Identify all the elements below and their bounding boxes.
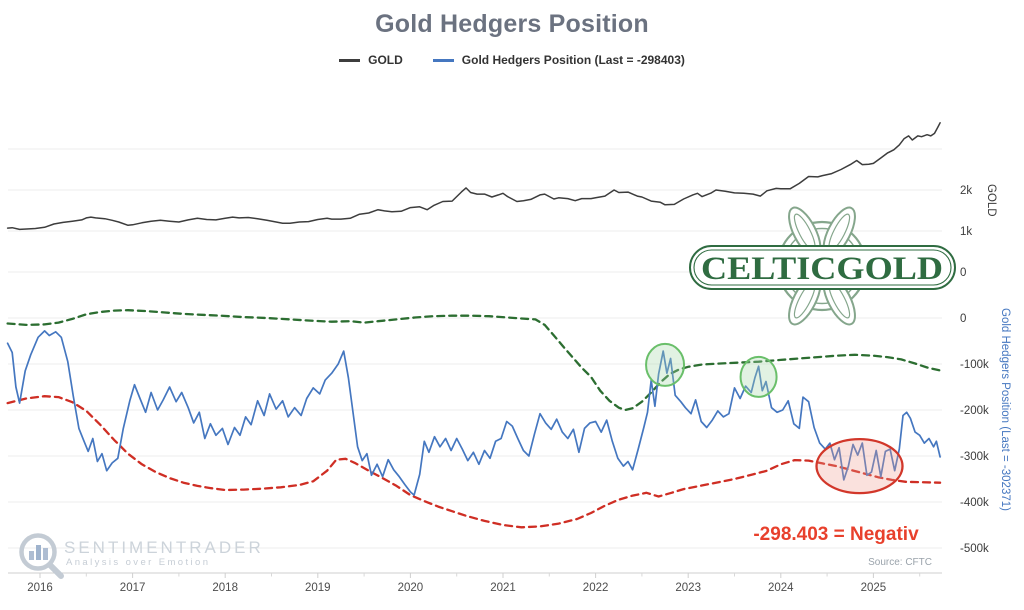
x-tick-label: 2023 (675, 582, 701, 594)
gridlines (8, 148, 942, 549)
x-axis: 2016 2017 2018 2019 2020 2021 2022 2023 2024 2025 (8, 572, 942, 594)
negative-position-annotation: -298.403 = Negativ (753, 524, 919, 545)
hedgers-axis-tick-label: -400k (960, 497, 989, 509)
hedgers-axis-tick-label: 0 (960, 313, 966, 325)
legend-item-gold: GOLD (339, 53, 403, 67)
legend-label: Gold Hedgers Position (Last = -298403) (461, 53, 685, 67)
legend-label: GOLD (368, 53, 403, 67)
sentimentrader-magnifier-icon (19, 533, 64, 579)
highlight-ellipse-2024 (815, 437, 904, 495)
celtic-knot-icon (776, 206, 868, 326)
gold-line (6, 122, 941, 231)
highlight-circle-2022 (645, 342, 686, 387)
celticgold-wordmark: CELTICGOLD (701, 251, 943, 287)
axis-labels: 0 1k 2k 0 -100k -200k -300k -400k -500k (960, 185, 989, 555)
x-tick-label: 2019 (305, 582, 331, 594)
x-tick-label: 2021 (490, 582, 516, 594)
hedgers-axis-tick-label: -200k (960, 405, 989, 417)
highlight-circle-2023 (739, 355, 778, 398)
gold-hedgers-position-line (6, 330, 941, 496)
x-tick-label: 2025 (861, 582, 887, 594)
gold-axis-tick-label: 2k (960, 185, 972, 197)
gold-axis-tick-label: 1k (960, 226, 972, 238)
x-tick-label: 2024 (768, 582, 794, 594)
gold-axis-title: GOLD (985, 184, 997, 217)
legend: GOLD Gold Hedgers Position (Last = -2984… (0, 53, 1024, 67)
hedgers-band-min-line (6, 395, 942, 529)
hedgers-axis-tick-label: -300k (960, 451, 989, 463)
sentimentrader-tagline: Analysis over Emotion (66, 557, 211, 568)
hedgers-line-swatch (432, 58, 454, 62)
hedgers-axis-tick-label: -100k (960, 359, 989, 371)
gold-axis-tick-label: 0 (960, 267, 966, 279)
page-title: Gold Hedgers Position (375, 10, 649, 38)
source-label: Source: CFTC (868, 557, 932, 568)
sentimentrader-wordmark: SENTIMENTRADER (64, 538, 264, 557)
hedgers-axis-title: Gold Hedgers Position (Last = -302371) (999, 308, 1011, 511)
series-lines (6, 122, 942, 529)
celticgold-logo: CELTICGOLD (689, 206, 956, 326)
hedgers-axis-tick-label: -500k (960, 543, 989, 555)
x-tick-label: 2018 (212, 582, 238, 594)
x-tick-label: 2017 (120, 582, 146, 594)
gold-line-swatch (339, 58, 361, 62)
x-tick-label: 2020 (398, 582, 424, 594)
x-tick-label: 2016 (27, 582, 53, 594)
hedgers-band-max-line (6, 309, 942, 412)
legend-item-hedgers: Gold Hedgers Position (Last = -298403) (432, 53, 685, 67)
celticgold-pill (689, 245, 956, 290)
x-tick-label: 2022 (583, 582, 609, 594)
highlight-shapes (645, 342, 904, 495)
